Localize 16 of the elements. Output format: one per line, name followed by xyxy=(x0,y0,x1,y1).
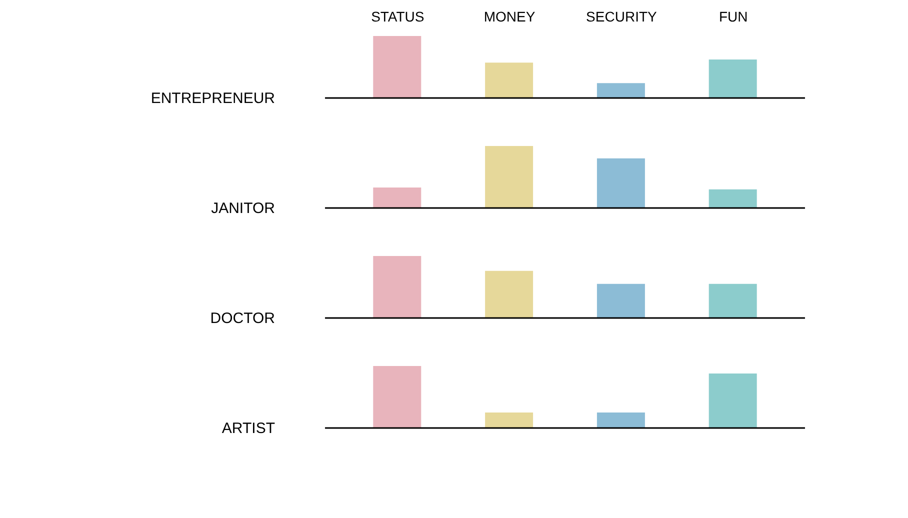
bar xyxy=(373,36,422,98)
bar xyxy=(708,189,757,208)
text: JANITOR xyxy=(211,200,276,217)
x-tick-label: MONEY xyxy=(484,8,536,24)
bar xyxy=(596,158,645,208)
bar xyxy=(485,146,534,208)
x-tick-label: SECURITY xyxy=(586,8,658,24)
bar xyxy=(708,60,757,98)
bar xyxy=(596,83,645,98)
x-tick-label: FUN xyxy=(718,8,748,24)
bar xyxy=(373,188,422,208)
text: ENTREPRENEUR xyxy=(150,90,276,107)
text: DOCTOR xyxy=(210,310,276,327)
bar xyxy=(485,62,534,98)
text: ARTIST xyxy=(222,420,275,437)
x-tick-label: STATUS xyxy=(371,8,424,24)
